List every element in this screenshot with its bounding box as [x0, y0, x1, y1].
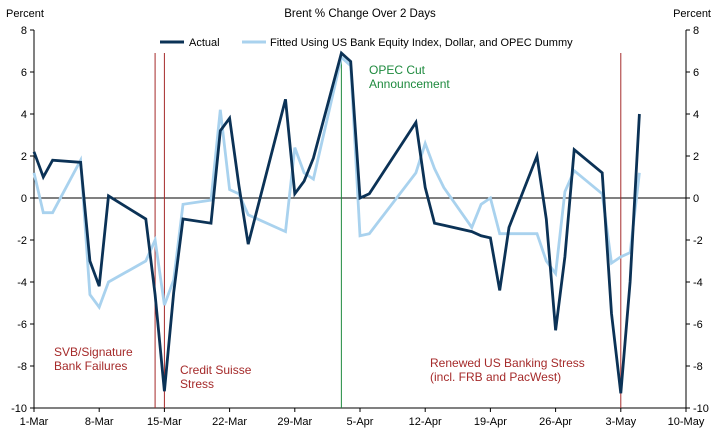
x-tick-label: 10-May — [668, 416, 705, 428]
event-annotation-line: OPEC Cut — [369, 63, 426, 77]
x-tick-label: 1-Mar — [20, 416, 49, 428]
series-line-fitted — [32, 54, 641, 311]
plot-area: -10 -10 -8 -8 -6 -6 -4 -4 -2 -2 0 0 2 2 4 4 6 6 8 8 1-Mar 8-M… — [11, 25, 709, 428]
event-annotation-line: Announcement — [369, 77, 450, 91]
y-axis-label-right: Percent — [673, 8, 711, 20]
chart-title: Brent % Change Over 2 Days — [284, 8, 436, 20]
y-tick-label-right: -2 — [693, 235, 703, 247]
y-axis-label-left: Percent — [6, 8, 44, 20]
legend: Actual Fitted Using US Bank Equity Index… — [160, 37, 573, 49]
event-annotation-line: (incl. FRB and PacWest) — [430, 370, 561, 384]
x-tick-label: 8-Mar — [85, 416, 114, 428]
y-tick-label-left: 0 — [21, 193, 27, 205]
y-tick-label-right: -6 — [693, 319, 703, 331]
event-annotation-line: Credit Suisse — [180, 363, 252, 377]
event-annotation-line: Bank Failures — [54, 359, 127, 373]
y-tick-label-left: -8 — [17, 361, 27, 373]
y-tick-label-right: -4 — [693, 277, 703, 289]
y-tick-label-left: -2 — [17, 235, 27, 247]
y-tick-label-left: 2 — [21, 151, 27, 163]
y-tick-label-right: 4 — [693, 109, 699, 121]
y-tick-label-right: 2 — [693, 151, 699, 163]
y-tick-label-left: -4 — [17, 277, 27, 289]
event-annotation: SVB/Signature Bank Failures — [54, 345, 133, 373]
y-tick-label-left: 6 — [21, 67, 27, 79]
x-tick-label: 19-Apr — [474, 416, 507, 428]
legend-label-fitted: Fitted Using US Bank Equity Index, Dolla… — [270, 37, 573, 49]
x-tick-label: 29-Mar — [277, 416, 312, 428]
x-tick-label: 26-Apr — [539, 416, 572, 428]
y-tick-label-left: -6 — [17, 319, 27, 331]
event-annotation: OPEC Cut Announcement — [369, 63, 450, 91]
y-tick-label-left: 4 — [21, 109, 27, 121]
x-tick-label: 3-May — [606, 416, 637, 428]
x-tick-label: 5-Apr — [347, 416, 374, 428]
y-tick-label-right: -10 — [693, 403, 709, 415]
event-annotation: Credit Suisse Stress — [180, 363, 252, 391]
y-tick-label-right: 0 — [693, 193, 699, 205]
x-tick-label: 15-Mar — [147, 416, 182, 428]
event-annotation: Renewed US Banking Stress (incl. FRB and … — [430, 356, 585, 384]
x-tick-label: 22-Mar — [212, 416, 247, 428]
y-tick-label-left: 8 — [21, 25, 27, 37]
event-annotation-line: Stress — [180, 377, 214, 391]
y-tick-label-left: -10 — [11, 403, 27, 415]
event-annotation-line: Renewed US Banking Stress — [430, 356, 585, 370]
event-annotation-line: SVB/Signature — [54, 345, 133, 359]
x-tick-label: 12-Apr — [409, 416, 442, 428]
series-line-actual — [32, 50, 641, 394]
y-tick-label-right: 6 — [693, 67, 699, 79]
y-tick-label-right: -8 — [693, 361, 703, 373]
y-tick-label-right: 8 — [693, 25, 699, 37]
legend-label-actual: Actual — [189, 37, 220, 49]
